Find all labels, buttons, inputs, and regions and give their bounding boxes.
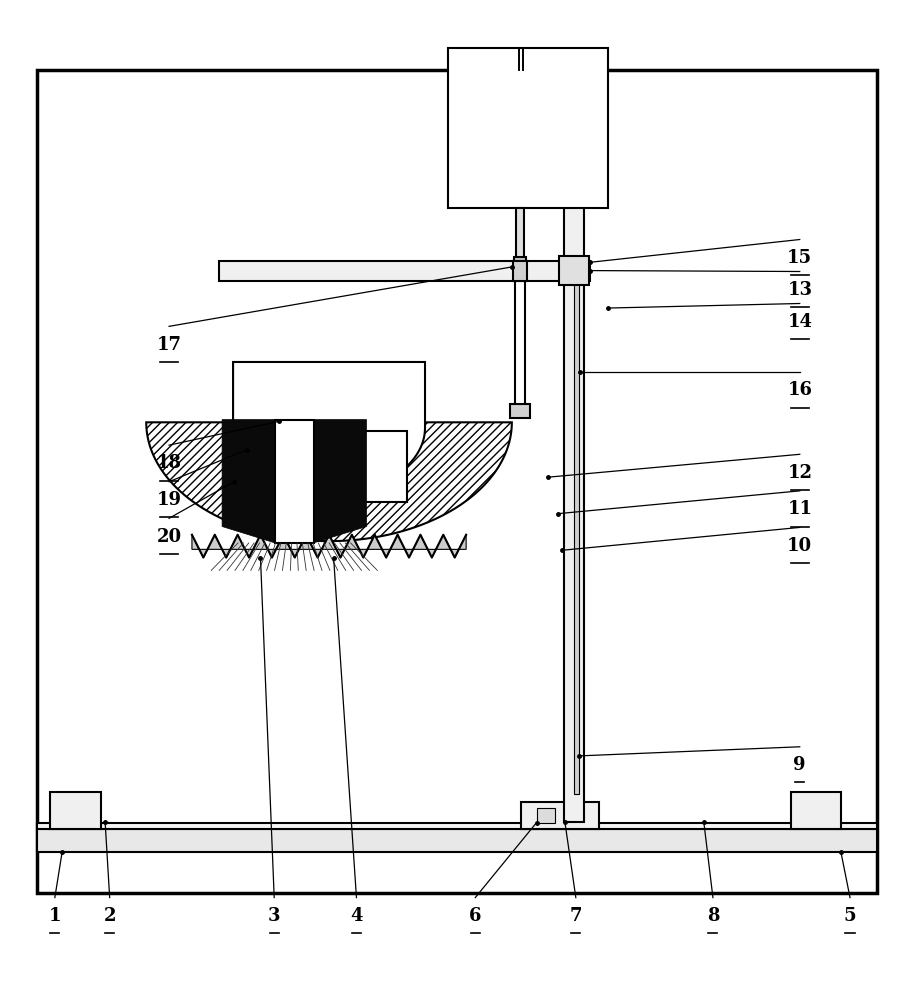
Text: 7: 7 (569, 907, 582, 925)
Polygon shape (192, 535, 466, 558)
Polygon shape (233, 362, 425, 494)
Bar (514, 257, 526, 261)
Text: 15: 15 (787, 249, 813, 267)
Text: 4: 4 (350, 907, 363, 925)
Text: 19: 19 (156, 491, 182, 509)
Text: 2: 2 (103, 907, 116, 925)
Bar (516, 208, 524, 261)
Text: 13: 13 (787, 281, 813, 299)
Polygon shape (146, 422, 512, 541)
Text: 11: 11 (787, 500, 813, 518)
Bar (510, 404, 530, 418)
Text: 1: 1 (48, 907, 61, 925)
Bar (521, 802, 599, 829)
Bar (37, 823, 877, 829)
Bar (564, 200, 584, 822)
Bar (275, 420, 314, 543)
Text: 20: 20 (156, 528, 182, 546)
Text: 16: 16 (787, 381, 813, 399)
Bar (574, 282, 579, 794)
Bar (791, 792, 841, 829)
Bar (559, 256, 589, 285)
Bar (238, 431, 407, 502)
Text: 8: 8 (707, 907, 719, 925)
Text: 14: 14 (787, 313, 813, 331)
Text: 6: 6 (469, 907, 482, 925)
Polygon shape (222, 420, 275, 543)
Bar (219, 261, 590, 281)
Text: 3: 3 (268, 907, 281, 925)
Bar (515, 281, 525, 409)
Bar (537, 808, 555, 823)
Bar (50, 792, 101, 829)
Text: 17: 17 (156, 336, 182, 354)
Bar (37, 829, 877, 852)
Text: 18: 18 (156, 454, 182, 472)
Polygon shape (314, 420, 367, 543)
Text: 10: 10 (787, 537, 813, 555)
Text: 9: 9 (793, 756, 806, 774)
Bar (513, 261, 527, 281)
Text: 12: 12 (787, 464, 813, 482)
Text: 5: 5 (844, 907, 856, 925)
Bar (448, 48, 608, 208)
